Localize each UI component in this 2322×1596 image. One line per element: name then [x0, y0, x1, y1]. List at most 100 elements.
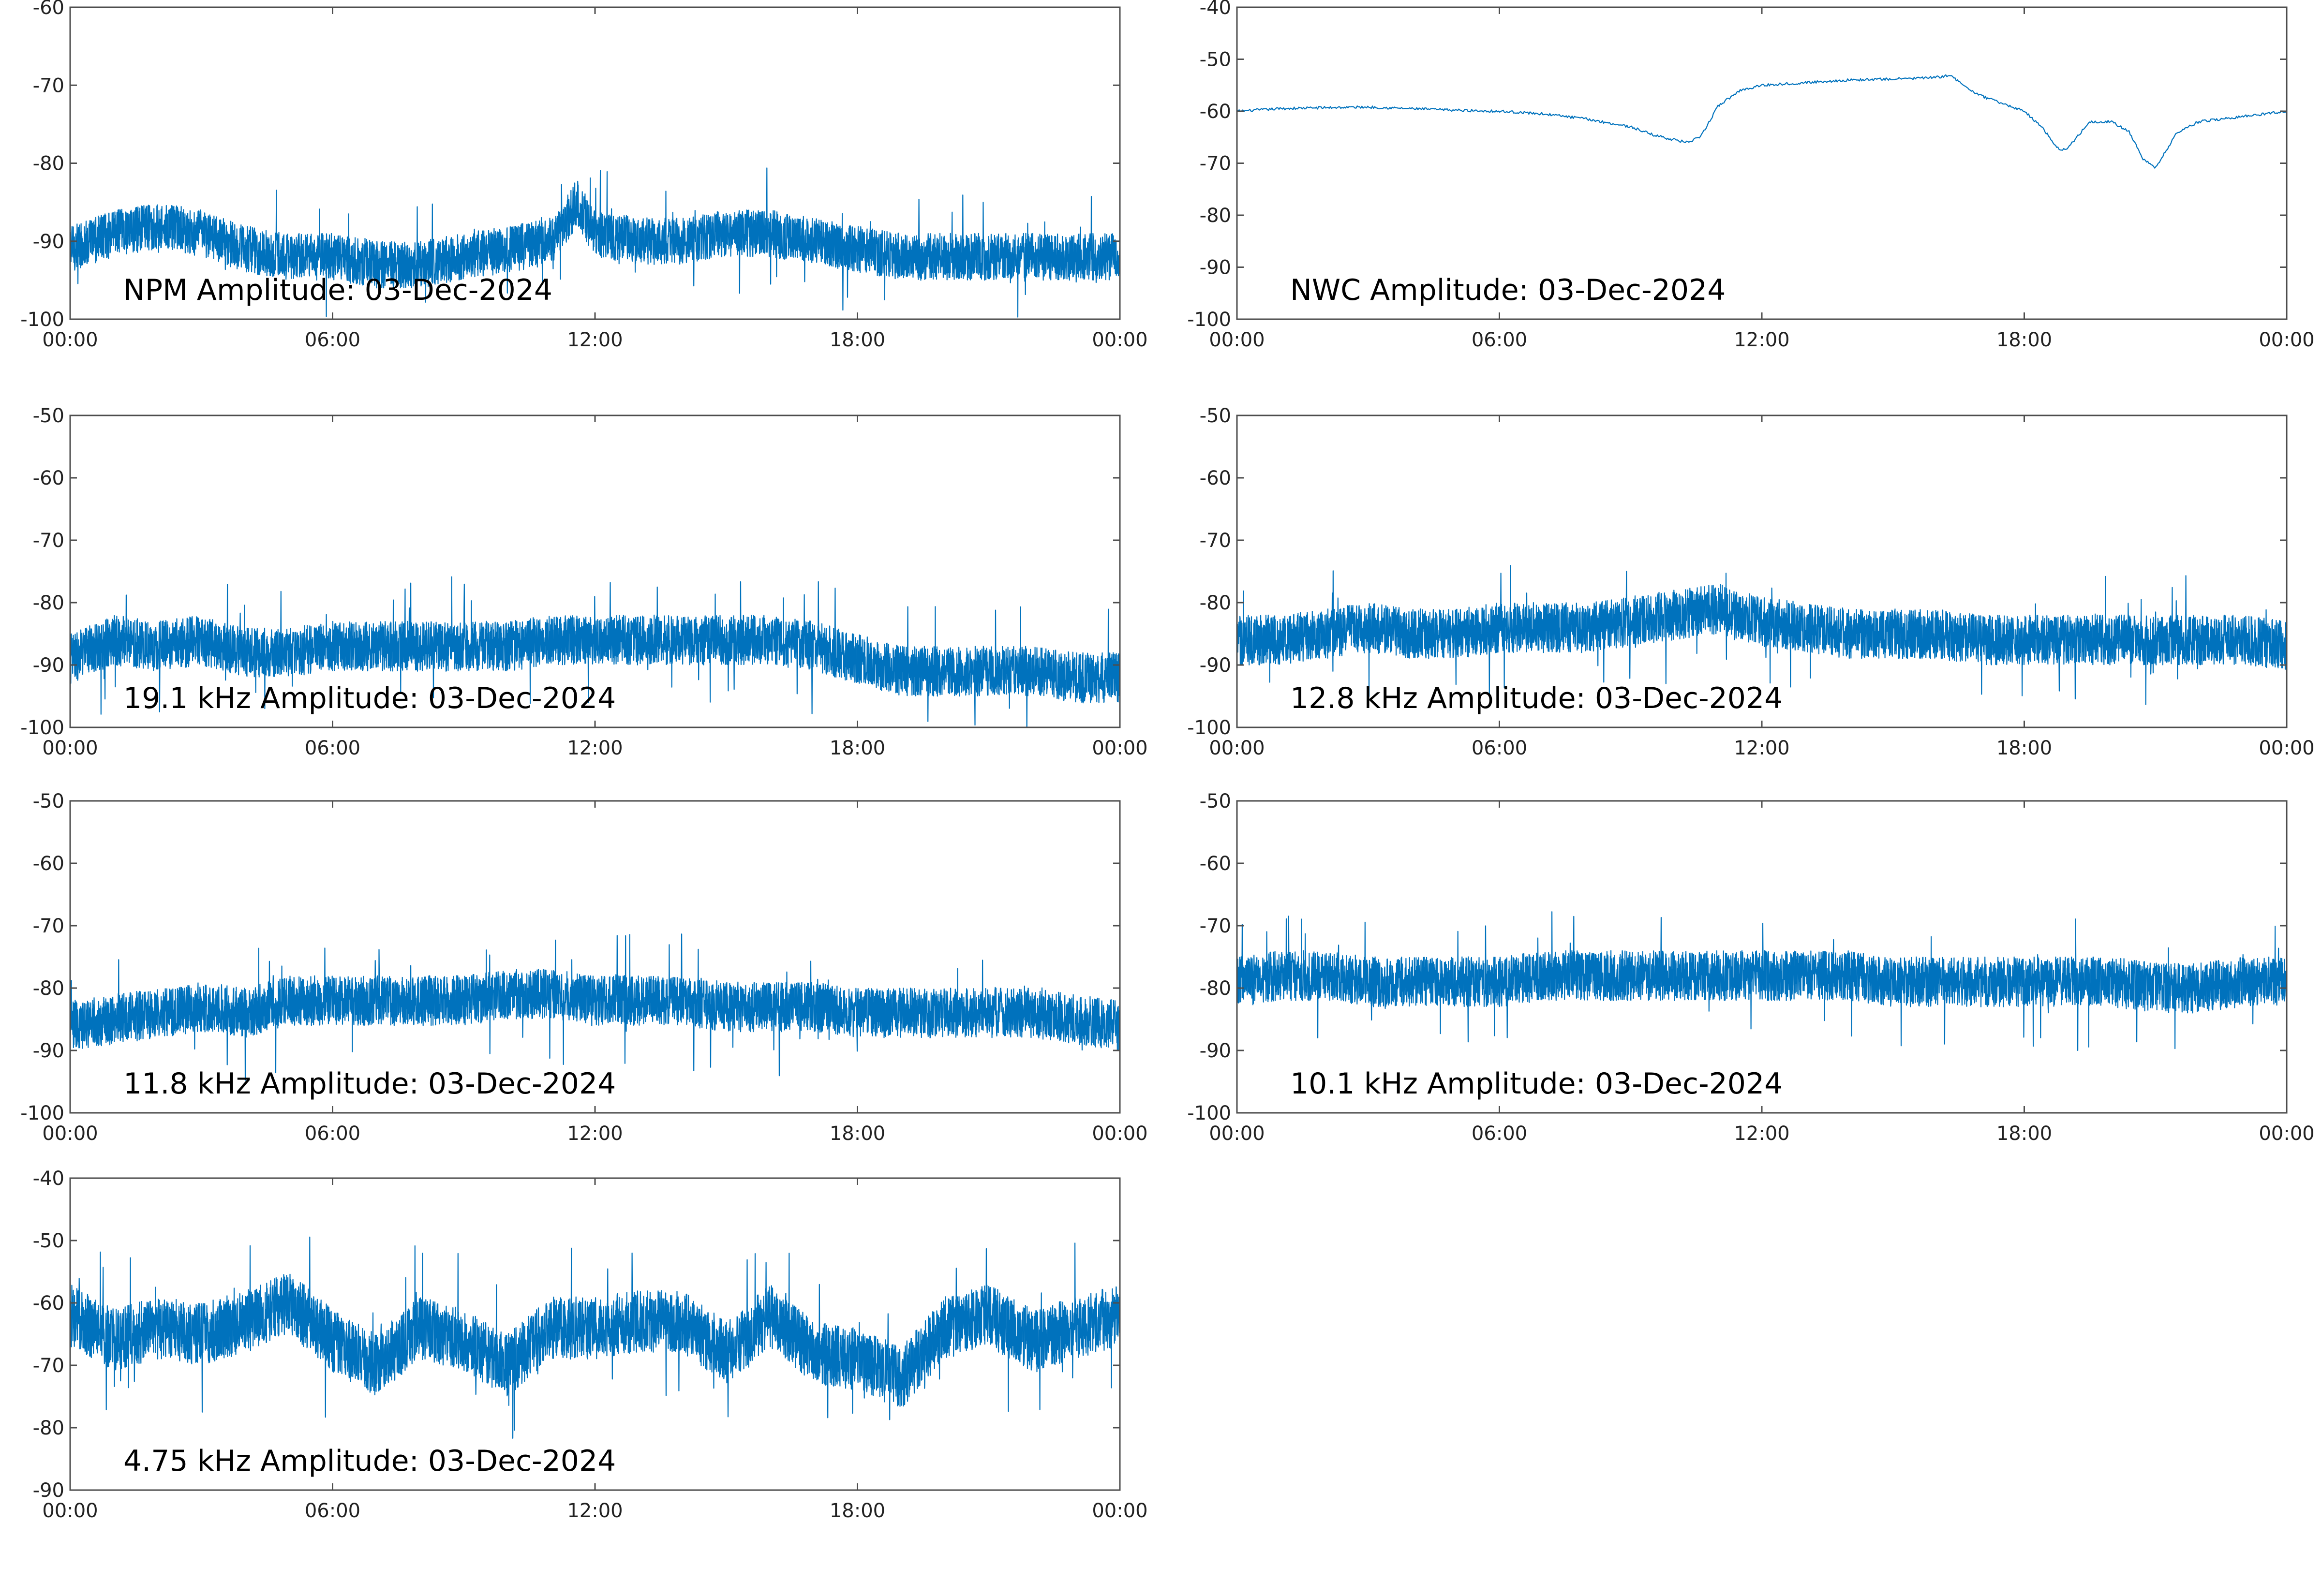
y-tick-label: -80 [33, 977, 64, 1000]
x-tick-label: 00:00 [2259, 329, 2314, 351]
x-tick-label: 06:00 [305, 1500, 360, 1522]
x-tick-label: 12:00 [567, 1123, 623, 1145]
series-line [70, 576, 1120, 727]
y-tick-label: -100 [1187, 717, 1231, 739]
y-tick-label: -40 [1200, 0, 1231, 19]
chart-title: 10.1 kHz Amplitude: 03-Dec-2024 [1290, 1067, 1783, 1101]
x-tick-label: 00:00 [1209, 1123, 1265, 1145]
y-tick-label: -90 [33, 654, 64, 677]
y-tick-label: -80 [33, 153, 64, 175]
x-tick-label: 00:00 [42, 329, 98, 351]
y-tick-label: -60 [1200, 853, 1231, 875]
series-line [1237, 565, 2287, 705]
series-line [1237, 911, 2287, 1051]
x-tick-label: 00:00 [1092, 329, 1147, 351]
y-tick-label: -60 [33, 467, 64, 489]
plot-frame [1236, 6, 2288, 320]
y-tick-label: -50 [33, 405, 64, 427]
x-tick-label: 00:00 [2259, 737, 2314, 759]
plot-frame [69, 800, 1121, 1114]
y-tick-label: -60 [33, 0, 64, 19]
y-tick-label: -80 [33, 1417, 64, 1439]
x-tick-label: 00:00 [1209, 737, 1265, 759]
y-tick-label: -70 [33, 74, 64, 97]
y-tick-label: -80 [33, 592, 64, 614]
x-tick-label: 18:00 [830, 1123, 885, 1145]
x-tick-label: 18:00 [830, 737, 885, 759]
chart-title: 11.8 kHz Amplitude: 03-Dec-2024 [123, 1067, 616, 1101]
x-tick-label: 06:00 [1472, 329, 1527, 351]
y-tick-label: -70 [1200, 530, 1231, 552]
y-tick-label: -90 [33, 1479, 64, 1502]
chart-title: 12.8 kHz Amplitude: 03-Dec-2024 [1290, 681, 1783, 715]
x-tick-label: 18:00 [830, 1500, 885, 1522]
x-tick-label: 12:00 [567, 1500, 623, 1522]
x-tick-label: 18:00 [1996, 737, 2052, 759]
x-tick-label: 18:00 [1996, 329, 2052, 351]
series-line [70, 933, 1120, 1081]
y-tick-label: -50 [33, 1230, 64, 1252]
y-tick-label: -50 [1200, 790, 1231, 813]
y-tick-label: -70 [33, 1355, 64, 1377]
y-tick-label: -70 [1200, 153, 1231, 175]
y-tick-label: -90 [1200, 1040, 1231, 1062]
y-tick-label: -50 [1200, 405, 1231, 427]
y-tick-label: -60 [1200, 101, 1231, 123]
x-tick-label: 00:00 [42, 737, 98, 759]
y-tick-label: -100 [1187, 309, 1231, 331]
x-tick-label: 18:00 [1996, 1123, 2052, 1145]
y-tick-label: -80 [1200, 977, 1231, 1000]
y-tick-label: -50 [33, 790, 64, 813]
x-tick-label: 00:00 [2259, 1123, 2314, 1145]
series-line [1237, 74, 2287, 169]
x-tick-label: 12:00 [567, 737, 623, 759]
x-tick-label: 00:00 [42, 1500, 98, 1522]
x-tick-label: 00:00 [1092, 737, 1147, 759]
y-tick-label: -70 [33, 530, 64, 552]
x-tick-label: 06:00 [305, 1123, 360, 1145]
x-tick-label: 00:00 [42, 1123, 98, 1145]
chart-title: 4.75 kHz Amplitude: 03-Dec-2024 [123, 1444, 616, 1478]
x-tick-label: 00:00 [1092, 1123, 1147, 1145]
y-tick-label: -60 [1200, 467, 1231, 489]
y-tick-label: -80 [1200, 205, 1231, 227]
y-tick-label: -70 [1200, 915, 1231, 937]
y-tick-label: -90 [1200, 257, 1231, 279]
chart-title: NWC Amplitude: 03-Dec-2024 [1290, 273, 1726, 307]
chart-title: NPM Amplitude: 03-Dec-2024 [123, 273, 552, 307]
series-line [70, 1236, 1120, 1439]
x-tick-label: 00:00 [1209, 329, 1265, 351]
y-tick-label: -90 [1200, 654, 1231, 677]
y-tick-label: -70 [33, 915, 64, 937]
y-tick-label: -90 [33, 1040, 64, 1062]
x-tick-label: 12:00 [1734, 1123, 1789, 1145]
x-tick-label: 06:00 [305, 737, 360, 759]
y-tick-label: -50 [1200, 49, 1231, 71]
plot-frame [1236, 414, 2288, 728]
y-tick-label: -100 [20, 717, 64, 739]
y-tick-label: -100 [1187, 1102, 1231, 1124]
x-tick-label: 12:00 [1734, 737, 1789, 759]
y-tick-label: -40 [33, 1167, 64, 1190]
y-tick-label: -60 [33, 1292, 64, 1315]
x-tick-label: 12:00 [1734, 329, 1789, 351]
series-line [70, 167, 1120, 318]
y-tick-label: -60 [33, 853, 64, 875]
y-tick-label: -100 [20, 1102, 64, 1124]
y-tick-label: -80 [1200, 592, 1231, 614]
x-tick-label: 06:00 [305, 329, 360, 351]
x-tick-label: 06:00 [1472, 1123, 1527, 1145]
chart-title: 19.1 kHz Amplitude: 03-Dec-2024 [123, 681, 616, 715]
x-tick-label: 12:00 [567, 329, 623, 351]
x-tick-label: 06:00 [1472, 737, 1527, 759]
y-tick-label: -100 [20, 309, 64, 331]
x-tick-label: 00:00 [1092, 1500, 1147, 1522]
